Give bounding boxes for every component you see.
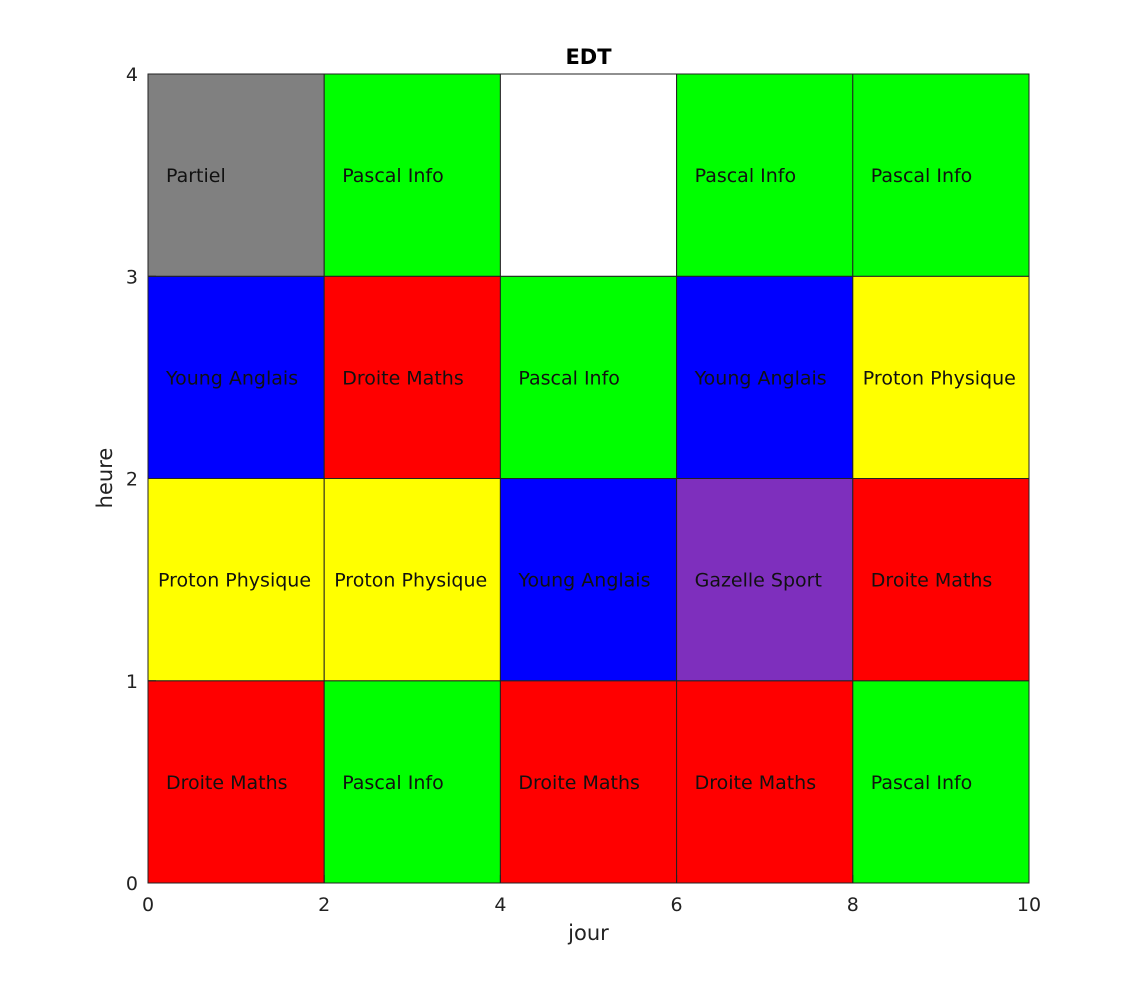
y-tick-label: 3: [126, 266, 138, 288]
schedule-cell: [852, 478, 1030, 682]
schedule-cell: [499, 73, 678, 277]
schedule-cell: [852, 680, 1030, 884]
cell-label: Pascal Info: [695, 165, 797, 187]
schedule-cell: [323, 680, 501, 884]
cell-label: Droite Maths: [166, 772, 288, 794]
x-tick-label: 10: [1017, 894, 1041, 916]
cell-label: Droite Maths: [518, 772, 640, 794]
cells-layer: [147, 73, 1030, 884]
schedule-cell: [147, 478, 325, 682]
schedule-cell: [852, 275, 1030, 479]
x-tick-label: 4: [494, 894, 506, 916]
x-tick-label: 6: [671, 894, 683, 916]
schedule-cell: [499, 275, 678, 479]
chart-title: EDT: [565, 45, 612, 69]
x-tick-label: 0: [142, 894, 154, 916]
cell-label: Droite Maths: [695, 772, 817, 794]
schedule-cell: [676, 73, 854, 277]
cell-label: Gazelle Sport: [695, 570, 822, 592]
y-tick-label: 0: [126, 873, 138, 895]
schedule-cell: [676, 478, 854, 682]
cell-labels-layer: Droite Maths Pascal Info Droite Maths Droit…: [158, 165, 1016, 794]
schedule-cell: [147, 680, 325, 884]
y-tick-label: 2: [126, 469, 138, 491]
y-tick-label: 4: [126, 64, 138, 86]
x-tick-label: 8: [847, 894, 859, 916]
schedule-cell: [499, 478, 678, 682]
y-axis-label: heure: [93, 448, 117, 509]
schedule-cell: [323, 73, 501, 277]
schedule-cell: [323, 275, 501, 479]
cell-label: Pascal Info: [871, 165, 973, 187]
schedule-cell: [323, 478, 501, 682]
cell-label: Droite Maths: [342, 367, 464, 389]
schedule-cell: [852, 73, 1030, 277]
y-ticks-layer: 0 1 2 3 4: [126, 64, 156, 895]
schedule-cell: [676, 680, 854, 884]
cell-label: Pascal Info: [518, 367, 620, 389]
cell-label: Pascal Info: [342, 165, 444, 187]
cell-label: Droite Maths: [871, 570, 993, 592]
y-tick-label: 1: [126, 671, 138, 693]
cell-label: Young Anglais: [517, 570, 650, 592]
cell-label: Proton Physique: [158, 570, 311, 592]
cell-label: Pascal Info: [342, 772, 444, 794]
cell-label: Pascal Info: [871, 772, 973, 794]
cell-label: Young Anglais: [694, 367, 827, 389]
x-axis-label: jour: [567, 921, 609, 945]
cell-label: Proton Physique: [863, 367, 1016, 389]
cell-label: Partiel: [166, 165, 226, 187]
x-ticks-layer: 0 2 4 6 8 10: [142, 875, 1041, 916]
x-tick-label: 2: [318, 894, 330, 916]
cell-label: Proton Physique: [334, 570, 487, 592]
cell-label: Young Anglais: [165, 367, 298, 389]
